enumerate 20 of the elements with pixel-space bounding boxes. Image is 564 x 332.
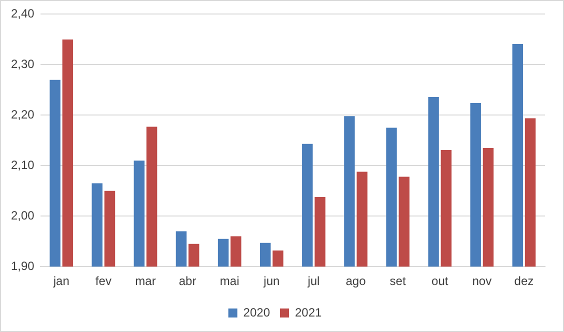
x-tick-label: jul — [306, 274, 320, 288]
legend-label: 2020 — [243, 305, 270, 320]
x-tick-label: mai — [220, 274, 240, 288]
x-tick-label: jan — [52, 274, 70, 288]
x-tick-label: set — [390, 274, 406, 288]
x-tick-label: out — [432, 274, 449, 288]
x-tick-label: jun — [262, 274, 280, 288]
x-tick-label: dez — [514, 274, 534, 288]
x-tick-label: mar — [135, 274, 156, 288]
y-tick-label: 2,10 — [10, 158, 35, 172]
y-tick-label: 2,40 — [10, 6, 35, 21]
legend-label: 2021 — [295, 305, 322, 320]
y-tick-label: 2,20 — [10, 107, 35, 122]
x-tick-label: ago — [346, 274, 366, 288]
x-tick-label: abr — [178, 274, 196, 288]
y-tick-label: 2,30 — [10, 56, 35, 71]
y-tick-label: 1,90 — [10, 258, 35, 273]
y-tick-label: 2,00 — [10, 208, 35, 222]
x-tick-label: nov — [472, 274, 492, 288]
x-tick-label: fev — [95, 274, 112, 288]
